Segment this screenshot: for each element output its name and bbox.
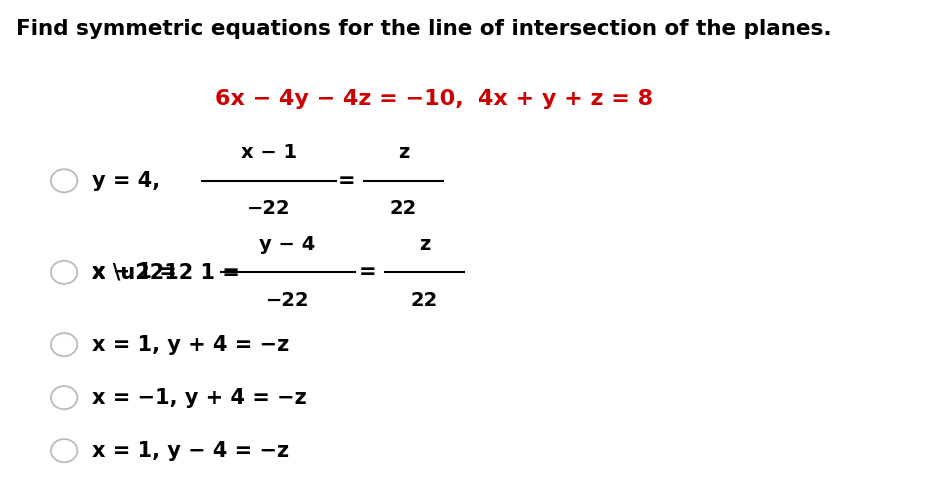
Text: x = −1, y + 4 = −z: x = −1, y + 4 = −z: [92, 388, 307, 408]
Text: z: z: [419, 235, 430, 254]
Text: 6x − 4y − 4z = −10,: 6x − 4y − 4z = −10,: [215, 89, 464, 109]
Text: 4x + y + z = 8: 4x + y + z = 8: [478, 89, 653, 109]
Text: −22: −22: [247, 199, 290, 218]
Text: =: =: [339, 171, 356, 191]
Text: y = 4,: y = 4,: [92, 171, 160, 191]
Text: x \u2212 1 =: x \u2212 1 =: [92, 262, 240, 282]
Text: 22: 22: [390, 199, 417, 218]
Text: x = 1, y − 4 = −z: x = 1, y − 4 = −z: [92, 441, 290, 461]
Text: z: z: [398, 144, 409, 162]
Text: =: =: [359, 262, 376, 282]
Text: x − 1: x − 1: [240, 144, 297, 162]
Text: x = 1, y + 4 = −z: x = 1, y + 4 = −z: [92, 335, 290, 355]
Text: 22: 22: [411, 291, 438, 309]
Text: y − 4: y − 4: [259, 235, 316, 254]
Text: Find symmetric equations for the line of intersection of the planes.: Find symmetric equations for the line of…: [16, 19, 832, 39]
Text: x − 1 =: x − 1 =: [92, 262, 177, 282]
Text: −22: −22: [266, 291, 309, 309]
